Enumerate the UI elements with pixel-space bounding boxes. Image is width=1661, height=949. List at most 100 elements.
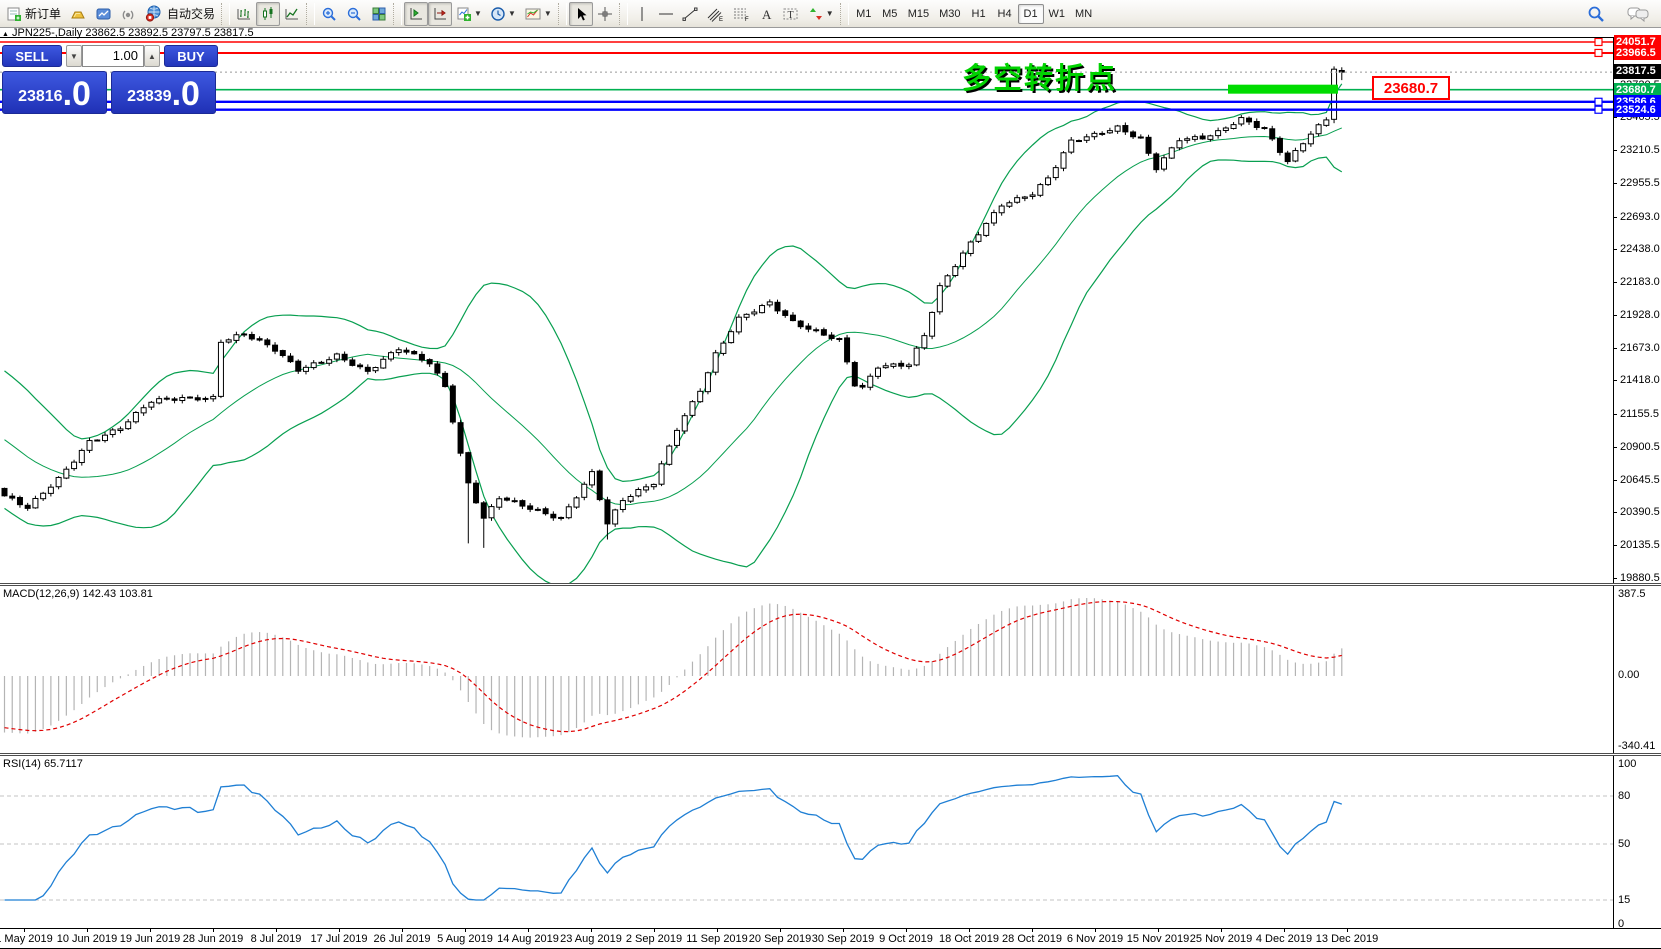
- volume-input[interactable]: 1.00: [82, 45, 144, 67]
- time-tick-mark: [906, 928, 907, 932]
- toolbar-grip: [221, 2, 231, 25]
- new-order-button[interactable]: 新订单: [2, 2, 65, 26]
- candlestick-icon: [263, 6, 273, 20]
- line-handle[interactable]: [1594, 48, 1603, 58]
- auto-trading-button[interactable]: 自动交易: [141, 2, 219, 26]
- text-a-icon: A: [762, 7, 772, 22]
- timeframe-button-m1[interactable]: M1: [856, 7, 872, 20]
- line-handle[interactable]: [1594, 37, 1603, 47]
- price-tick-label: 20135.5: [1620, 539, 1660, 551]
- price-line-label: 24051.7: [1614, 35, 1661, 49]
- buy-price-display[interactable]: 23839.0: [111, 71, 216, 114]
- turning-point-annotation[interactable]: 多空转折点: [962, 63, 1118, 95]
- toolbar-grip: [839, 2, 849, 25]
- time-axis-label: 1 May 2019: [0, 933, 53, 945]
- dropdown-arrow-icon: ▼: [543, 9, 552, 18]
- time-tick-mark: [339, 928, 340, 932]
- fibonacci-button[interactable]: F: [728, 2, 754, 26]
- indicators-button[interactable]: ▼: [452, 2, 486, 26]
- time-tick-mark: [843, 928, 844, 932]
- price-tick-label: 21418.0: [1620, 374, 1660, 386]
- price-tick-label: 22693.0: [1620, 211, 1660, 223]
- timeframe-button-w1[interactable]: W1: [1048, 7, 1066, 20]
- bollinger-lower: [4, 156, 1343, 583]
- chat-button[interactable]: [1623, 2, 1653, 26]
- highlight-rectangle[interactable]: [1228, 84, 1338, 94]
- trendline-button[interactable]: [678, 2, 702, 26]
- rsi-panel-splitter[interactable]: [0, 753, 1661, 756]
- price-tick-mark: [1613, 348, 1617, 349]
- timeframe-button-m5[interactable]: M5: [882, 7, 898, 20]
- time-axis-label: 14 Aug 2019: [497, 933, 559, 945]
- timeframe-button-h1[interactable]: H1: [971, 7, 986, 20]
- chart-shift-button[interactable]: [404, 1, 429, 26]
- price-tag-label[interactable]: 23680.7: [1372, 76, 1450, 100]
- time-axis-label: 17 Jul 2019: [310, 933, 368, 945]
- price-tick-label: 20645.5: [1620, 474, 1660, 486]
- text-button[interactable]: A: [754, 2, 778, 26]
- bar-chart-mode-button[interactable]: [232, 2, 256, 26]
- price-tick-mark: [1613, 578, 1617, 579]
- tile-windows-button[interactable]: [367, 2, 391, 26]
- price-line-label: 23680.7: [1614, 83, 1661, 97]
- sell-price-display[interactable]: 23816.0: [2, 71, 107, 114]
- buy-button[interactable]: BUY: [164, 45, 218, 67]
- line-handle[interactable]: [1594, 105, 1603, 114]
- price-tick-mark: [1613, 217, 1617, 218]
- price-tick-mark: [1613, 414, 1617, 415]
- line-chart-mode-button[interactable]: [280, 2, 304, 26]
- time-tick-mark: [654, 928, 655, 932]
- time-tick-mark: [780, 928, 781, 932]
- time-axis-label: 11 Sep 2019: [686, 933, 748, 945]
- vertical-line-button[interactable]: [630, 2, 654, 26]
- sell-button-label: SELL: [15, 48, 49, 64]
- time-axis-label: 19 Jun 2019: [119, 933, 181, 945]
- price-tick-label: 22955.5: [1620, 177, 1660, 189]
- timeframe-button-m30[interactable]: M30: [939, 7, 961, 20]
- arrows-icon: [809, 7, 822, 20]
- equidistant-channel-button[interactable]: E: [702, 2, 728, 26]
- candlestick-mode-button[interactable]: [256, 1, 281, 26]
- volume-down-button[interactable]: ▼: [66, 45, 82, 67]
- time-axis-label: 9 Oct 2019: [879, 933, 933, 945]
- search-button[interactable]: [1583, 2, 1609, 26]
- timeframe-button-mn[interactable]: MN: [1075, 7, 1093, 20]
- price-tick-mark: [1613, 150, 1617, 151]
- horizontal-line-button[interactable]: [654, 2, 678, 26]
- zoom-out-button[interactable]: [342, 2, 367, 26]
- text-label-button[interactable]: T: [778, 2, 804, 26]
- timeframe-button-h4[interactable]: H4: [997, 7, 1012, 20]
- svg-text:T: T: [787, 10, 793, 21]
- auto-scroll-button[interactable]: [428, 1, 453, 26]
- rsi-axis-label: 50: [1618, 838, 1631, 850]
- market-watch-button[interactable]: [65, 2, 91, 26]
- time-tick-mark: [591, 928, 592, 932]
- arrows-button[interactable]: ▼: [804, 2, 838, 26]
- volume-up-button[interactable]: ▲: [144, 45, 160, 67]
- timeframe-button-m15[interactable]: M15: [907, 7, 930, 20]
- tile-windows-icon: [372, 7, 386, 20]
- time-tick-mark: [1347, 928, 1348, 932]
- dropdown-arrow-icon: ▼: [507, 9, 516, 18]
- zoom-in-button[interactable]: [317, 2, 342, 26]
- price-tick-mark: [1613, 117, 1617, 118]
- crosshair-button[interactable]: [593, 2, 617, 26]
- price-tick-label: 21155.5: [1620, 408, 1659, 420]
- time-axis-label: 4 Dec 2019: [1255, 933, 1313, 945]
- sell-button[interactable]: SELL: [2, 45, 62, 67]
- data-window-button[interactable]: [91, 2, 116, 26]
- toolbar: 新订单 自动交易: [0, 0, 1661, 28]
- time-tick-mark: [465, 928, 466, 932]
- timeframe-button-d1[interactable]: D1: [1017, 3, 1044, 24]
- periods-button[interactable]: ▼: [486, 2, 520, 26]
- cursor-button[interactable]: [568, 1, 593, 26]
- price-tick-label: 22438.0: [1620, 243, 1660, 255]
- templates-button[interactable]: ▼: [520, 2, 556, 26]
- rsi-panel: [0, 775, 1613, 901]
- line-handle[interactable]: [1594, 97, 1603, 106]
- macd-panel-splitter[interactable]: [0, 583, 1661, 586]
- chart-title-arrow-icon: ▲: [2, 31, 9, 38]
- crosshair-icon: [597, 6, 612, 21]
- price-tick-mark: [1613, 380, 1617, 381]
- signal-button[interactable]: [116, 2, 141, 26]
